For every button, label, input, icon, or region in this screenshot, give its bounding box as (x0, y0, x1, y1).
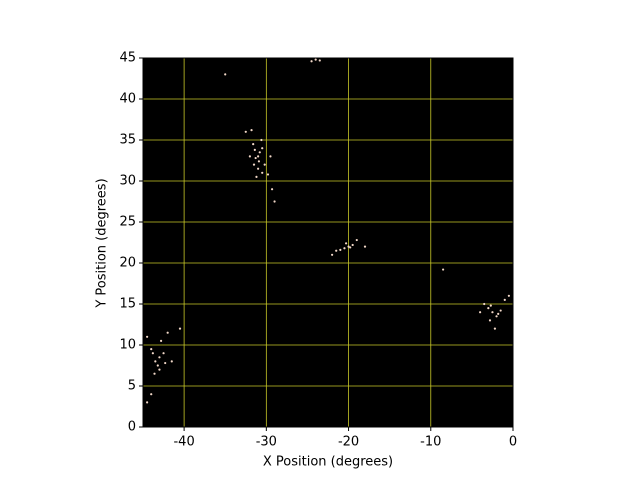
x-tick-label: -20 (338, 435, 359, 450)
scatter-point (351, 243, 354, 247)
scatter-point (273, 200, 276, 203)
plot-frame (142, 57, 514, 428)
scatter-point (244, 130, 247, 133)
y-tick-label: 35 (119, 133, 136, 148)
scatter-point (266, 173, 270, 176)
scatter-point (224, 73, 227, 76)
y-axis-label: Y Position (degrees) (95, 178, 110, 308)
scatter-point (252, 163, 256, 166)
scatter-point (495, 315, 498, 318)
x-tick-label: -10 (420, 435, 441, 450)
scatter-point (507, 294, 510, 297)
scatter-point (491, 311, 494, 314)
scatter-point (339, 248, 342, 251)
scatter-point (252, 143, 255, 146)
scatter-point (483, 302, 486, 306)
y-tick-label: 40 (119, 92, 136, 107)
scatter-point (314, 58, 317, 61)
y-tick-label: 0 (128, 420, 136, 435)
y-tick-label: 45 (119, 51, 136, 66)
scatter-point (248, 155, 251, 158)
scatter-point (159, 339, 163, 342)
scatter-point (343, 247, 346, 250)
scatter-point (146, 335, 149, 338)
scatter-point (442, 268, 445, 271)
scatter-point (164, 361, 167, 365)
y-tick-label: 30 (119, 174, 136, 189)
x-tick-label: -30 (256, 435, 277, 450)
x-tick-label: -40 (173, 435, 194, 450)
y-tick-label: 20 (119, 256, 136, 271)
scatter-point (260, 138, 263, 142)
y-tick-label: 10 (119, 338, 136, 353)
scatter-point (153, 372, 156, 375)
scatter-point (178, 327, 182, 330)
scatter-point (310, 60, 313, 63)
scatter-point (166, 331, 169, 334)
scatter-point (263, 163, 266, 166)
scatter-point (261, 147, 264, 150)
scatter-point (257, 167, 260, 170)
scatter-point (146, 401, 149, 404)
scatter-point (261, 171, 264, 174)
scatter-point (254, 156, 257, 160)
scatter-point (156, 364, 159, 367)
scatter-point (318, 59, 321, 62)
scatter-point (489, 304, 492, 307)
scatter-point (499, 309, 502, 312)
scatter-point (258, 151, 261, 154)
scatter-point (355, 238, 358, 242)
scatter-point (331, 253, 334, 256)
scatter-point (150, 348, 153, 351)
scatter-point (150, 393, 153, 396)
scatter-point (250, 129, 253, 132)
scatter-point (344, 242, 348, 245)
y-tick-label: 15 (119, 297, 136, 312)
scatter-point (488, 319, 492, 322)
scatter-point (162, 352, 165, 355)
scatter-point (154, 360, 157, 363)
scatter-point (255, 175, 258, 178)
scatter-point (151, 352, 154, 355)
scatter-point (493, 327, 497, 330)
scatter-point (270, 188, 274, 191)
scatter-point (503, 298, 506, 301)
scatter-point (170, 360, 173, 363)
y-tick-label: 25 (119, 215, 136, 230)
scatter-point (253, 148, 256, 151)
scatter-point (158, 368, 161, 371)
scatter-point (257, 155, 260, 158)
y-tick-label: 5 (128, 379, 136, 394)
scatter-point (487, 307, 490, 310)
scatter-point (335, 249, 338, 252)
scatter-point (497, 312, 500, 315)
scatter-point (158, 356, 161, 359)
scatter-point (349, 246, 352, 249)
scatter-point (347, 245, 350, 248)
scatter-point (479, 311, 482, 314)
plot-area (143, 58, 513, 427)
scatter-point (269, 155, 272, 158)
x-tick-label: 0 (509, 435, 517, 450)
scatter-point (257, 160, 261, 163)
scatter-point (363, 245, 367, 248)
x-axis-label: X Position (degrees) (263, 455, 393, 470)
